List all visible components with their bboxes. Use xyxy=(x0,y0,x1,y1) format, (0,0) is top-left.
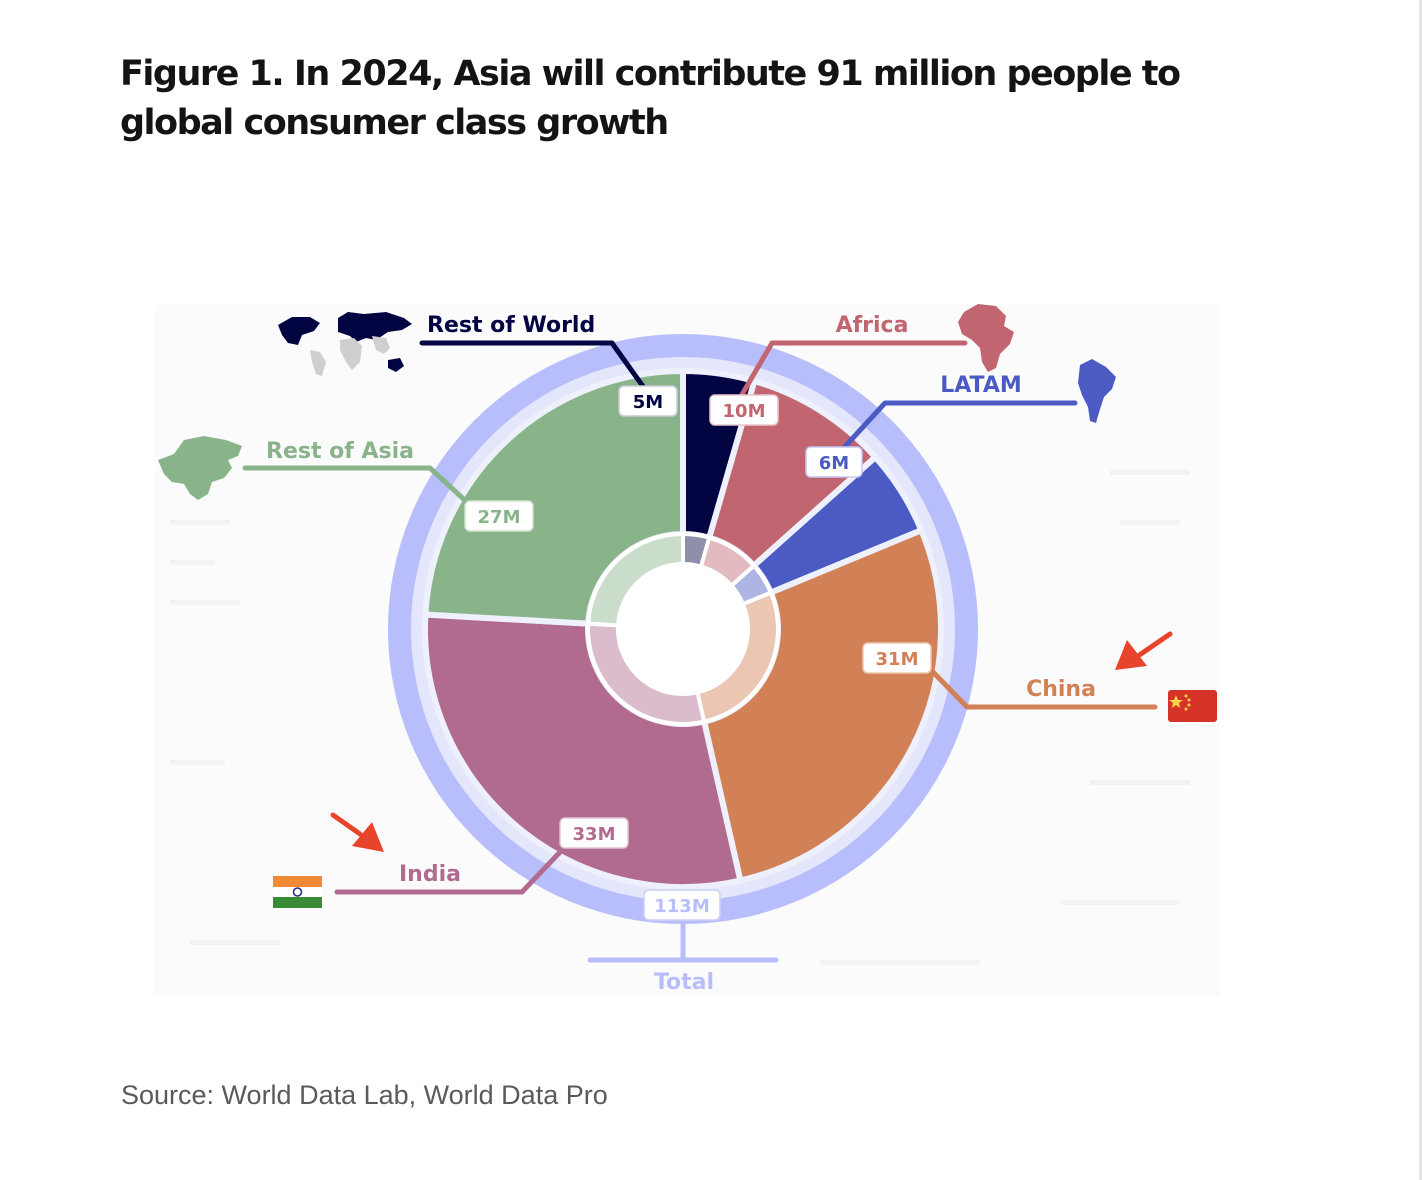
asia-map-icon xyxy=(158,436,242,500)
china-highlight-arrow xyxy=(1115,631,1173,670)
india-highlight-arrow xyxy=(330,812,384,852)
page-edge xyxy=(1419,0,1422,1180)
value-label-rest-of-asia: 27M xyxy=(478,507,521,528)
leader-line-rest-of-world xyxy=(419,340,650,395)
value-label-africa: 10M xyxy=(723,401,766,422)
india-flag-icon xyxy=(273,876,322,908)
region-label-africa: Africa xyxy=(836,313,909,338)
value-label-latam: 6M xyxy=(819,453,849,474)
region-label-latam: LATAM xyxy=(940,373,1022,398)
leader-line-china xyxy=(930,669,1158,710)
leader-lines xyxy=(242,340,1158,963)
value-label-china: 31M xyxy=(876,649,919,670)
badge-total xyxy=(643,889,721,921)
badge-latam xyxy=(805,446,863,478)
figure-title: Figure 1. In 2024, Asia will contribute … xyxy=(120,54,1181,143)
region-label-rest-of-asia: Rest of Asia xyxy=(266,439,414,464)
region-label-india: India xyxy=(399,862,461,887)
value-badges: 5M 10M 6M 31M 33M 27M 113M xyxy=(464,385,932,921)
region-label-total: Total xyxy=(654,970,714,995)
badge-africa xyxy=(709,394,779,426)
leader-line-india xyxy=(334,847,565,895)
china-flag-icon xyxy=(1168,690,1217,722)
leader-line-latam xyxy=(837,400,1078,455)
figure-source: Source: World Data Lab, World Data Pro xyxy=(121,1080,608,1110)
badge-india xyxy=(559,817,629,849)
region-labels: Rest of World Africa LATAM China India R… xyxy=(266,313,1096,995)
badge-rest-of-world xyxy=(618,385,678,417)
value-label-rest-of-world: 5M xyxy=(633,392,663,413)
value-label-india: 33M xyxy=(573,824,616,845)
region-label-rest-of-world: Rest of World xyxy=(427,313,595,338)
badge-rest-of-asia xyxy=(464,500,534,532)
background-texture xyxy=(170,470,1190,965)
africa-map-icon xyxy=(958,304,1014,372)
leader-line-rest-of-asia xyxy=(242,465,473,508)
world-map-icon xyxy=(278,312,412,376)
leader-line-africa xyxy=(737,340,968,401)
value-label-total: 113M xyxy=(654,896,710,917)
donut-hole xyxy=(618,564,748,694)
region-label-china: China xyxy=(1026,677,1096,702)
south-america-map-icon xyxy=(1078,359,1116,423)
badge-china xyxy=(862,642,932,674)
